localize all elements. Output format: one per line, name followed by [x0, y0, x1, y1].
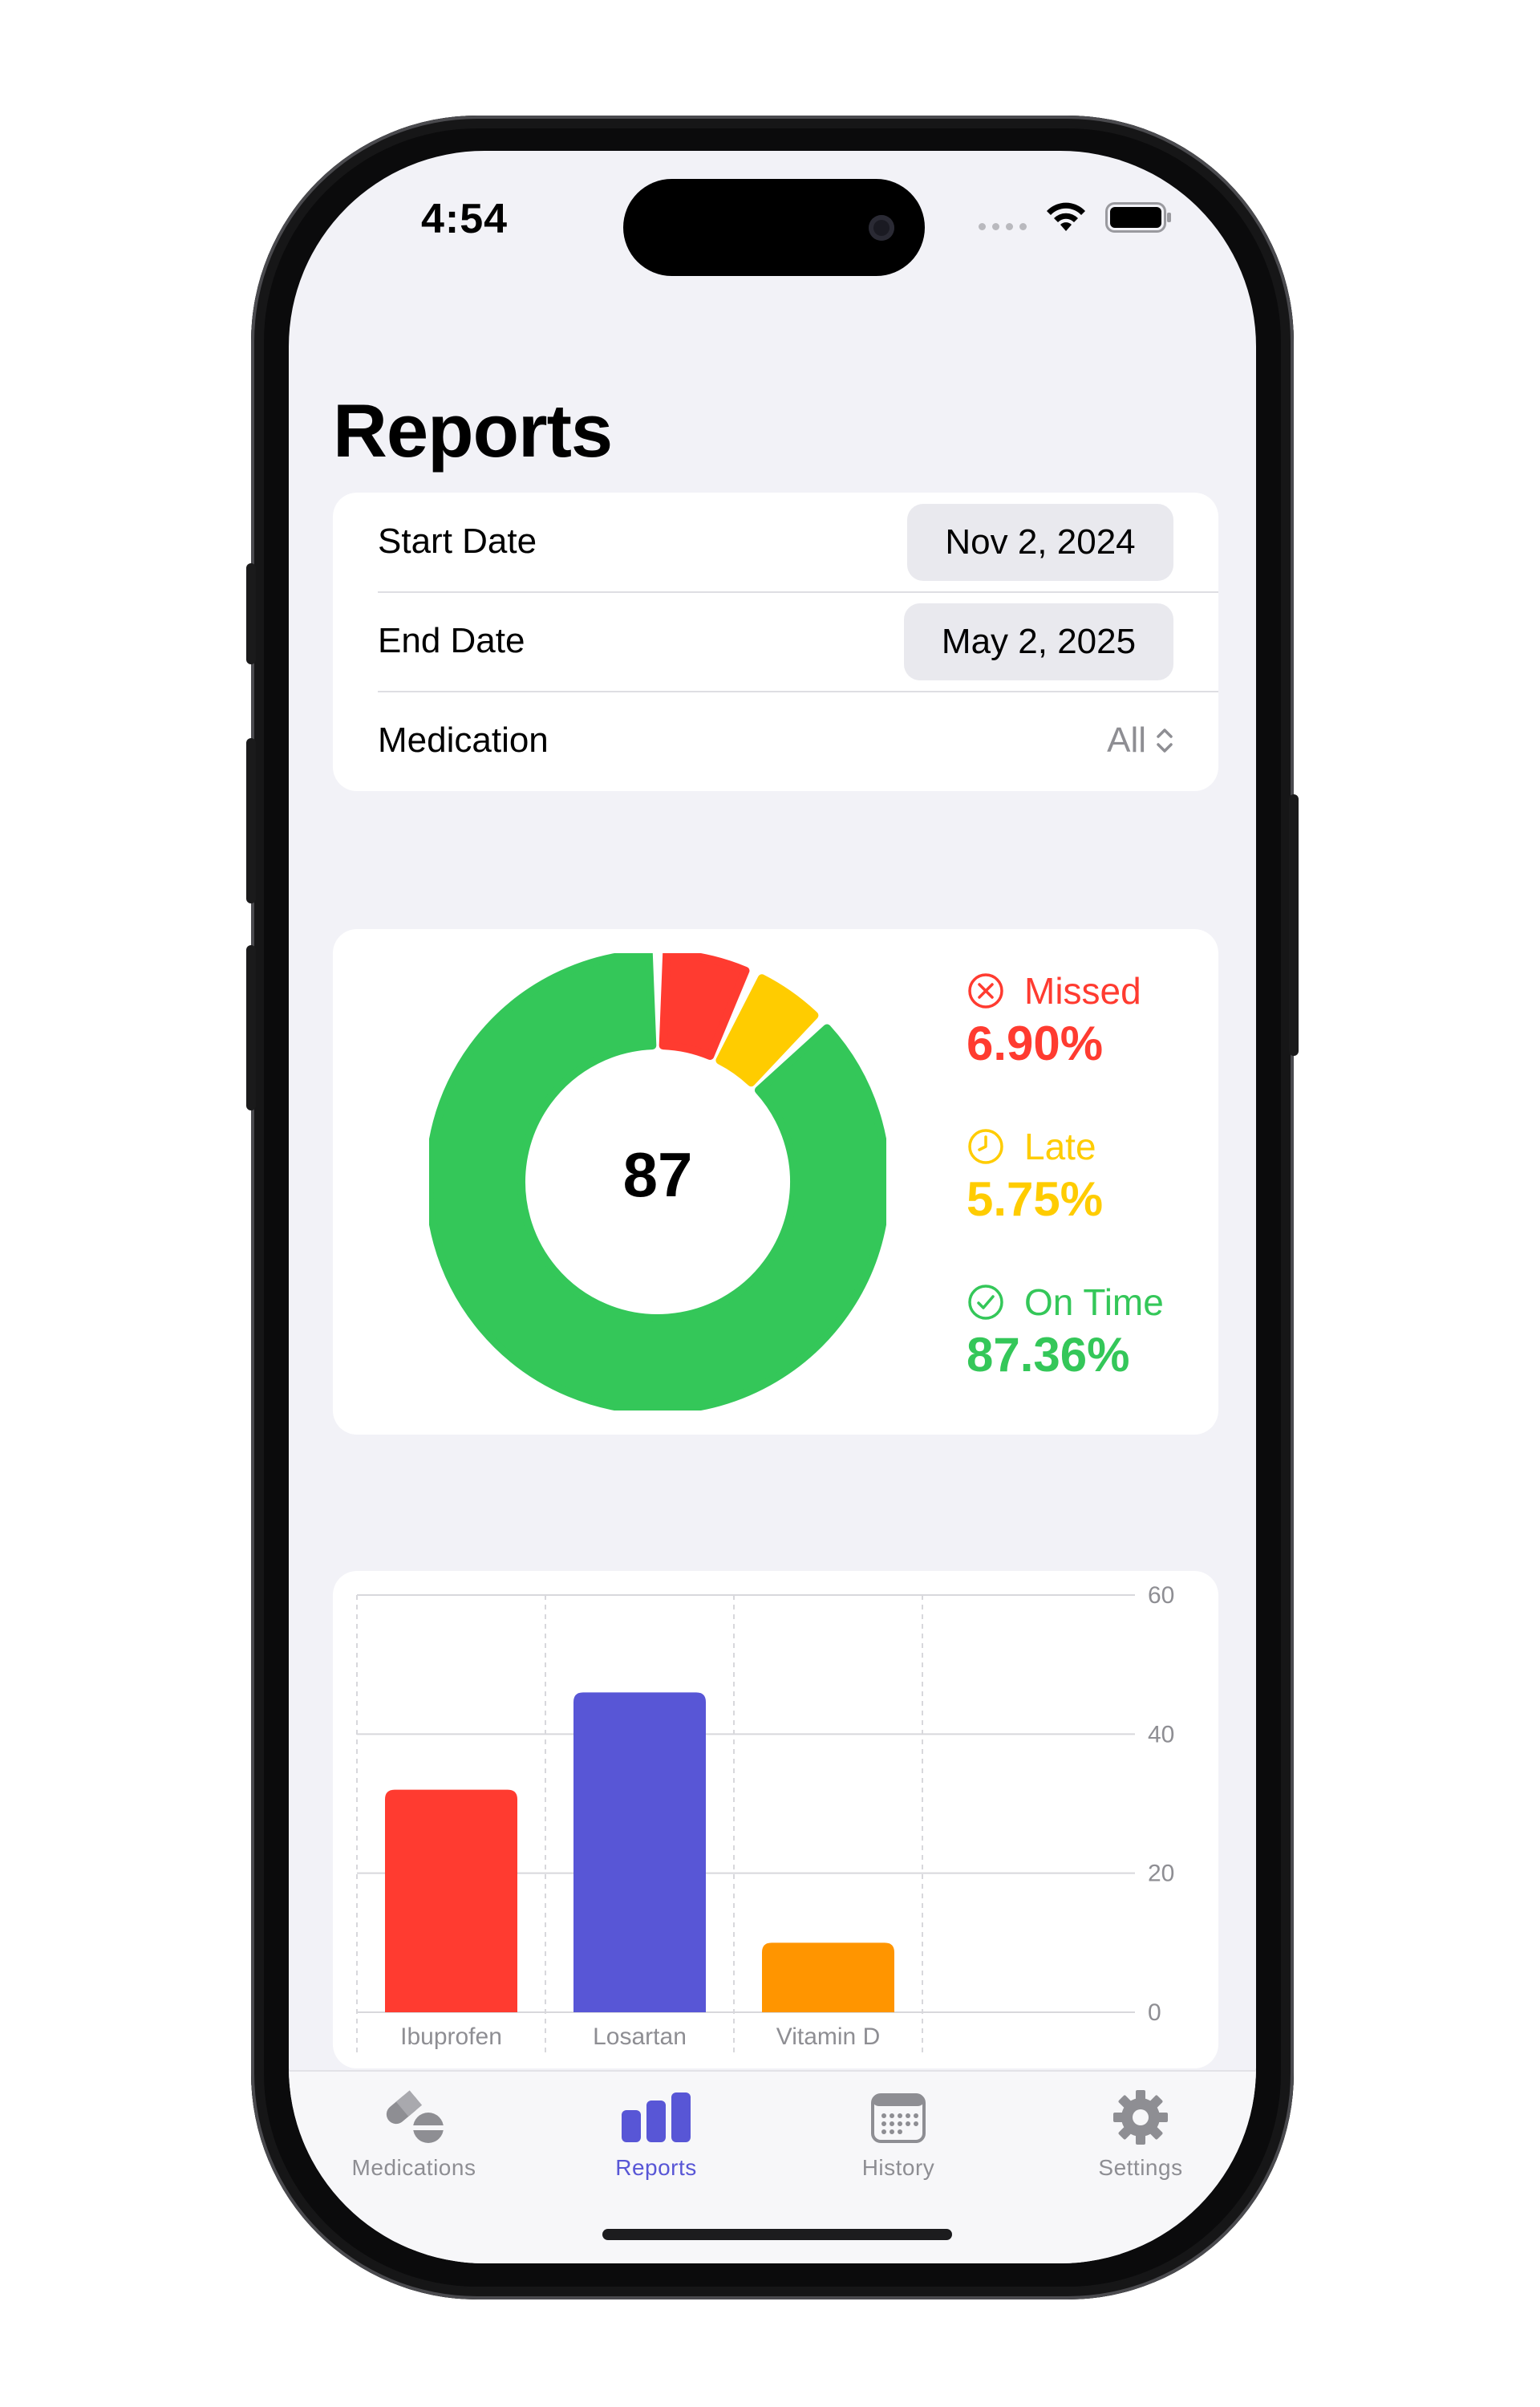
page-title: Reports [333, 388, 613, 473]
y-tick-label: 0 [1148, 1999, 1161, 2026]
chart-bar-icon [622, 2092, 691, 2142]
medication-picker[interactable]: All [1107, 720, 1173, 761]
legend-late-value: 5.75% [967, 1172, 1104, 1226]
bar-ibuprofen [385, 1789, 517, 2012]
legend-missed-label: Missed [1024, 970, 1141, 1012]
legend-late: Late 5.75% [967, 1125, 1103, 1227]
screen: 4:54 Reports Start Date Nov 2, 2024 End … [289, 151, 1256, 2263]
tab-medications-label: Medications [351, 2155, 476, 2180]
tab-medications[interactable]: Medications [318, 2086, 510, 2181]
tab-settings[interactable]: Settings [1044, 2086, 1237, 2181]
filter-card: Start Date Nov 2, 2024 End Date May 2, 2… [333, 493, 1218, 791]
home-indicator[interactable] [602, 2229, 952, 2240]
ingestion-donut-chart [429, 953, 886, 1411]
legend-late-label: Late [1024, 1126, 1096, 1167]
start-date-row: Start Date Nov 2, 2024 [378, 493, 1218, 592]
end-date-row: End Date May 2, 2025 [378, 592, 1218, 692]
tab-reports[interactable]: Reports [560, 2086, 752, 2181]
y-tick-label: 40 [1148, 1721, 1174, 1747]
gear-icon [1113, 2090, 1168, 2145]
bar-losartan [573, 1692, 706, 2012]
volume-down-button [246, 945, 256, 1110]
wifi-icon [1047, 202, 1085, 231]
power-button [1289, 794, 1299, 1056]
x-tick-label: Vitamin D [776, 2023, 881, 2050]
ingestion-status-card: 87 Missed 6.90% Late 5.75% [333, 929, 1218, 1435]
volume-up-button [246, 738, 256, 903]
start-date-label: Start Date [378, 522, 537, 561]
y-tick-label: 20 [1148, 1861, 1174, 1887]
tab-settings-label: Settings [1098, 2155, 1183, 2180]
medication-value: All [1107, 720, 1146, 760]
start-date-picker[interactable]: Nov 2, 2024 [907, 504, 1173, 581]
checkmark-circle-icon [968, 1285, 1003, 1320]
clock-icon [968, 1129, 1003, 1164]
x-tick-label: Ibuprofen [400, 2023, 502, 2050]
calendar-icon [871, 2093, 926, 2143]
battery-icon [1105, 202, 1171, 233]
donut-slice-missed [659, 953, 750, 1061]
legend-ontime-label: On Time [1024, 1281, 1164, 1323]
status-time: 4:54 [421, 196, 509, 242]
x-tick-label: Losartan [593, 2023, 687, 2050]
legend-ontime: On Time 87.36% [967, 1281, 1164, 1382]
divider [378, 691, 1218, 692]
per-medication-chart-card: 0 20 40 60 Ibuprofen Losartan Vitamin D [333, 1571, 1218, 2068]
bar-vitamin-d [762, 1942, 894, 2012]
medication-label: Medication [378, 720, 549, 760]
chevron-up-down-icon [1157, 729, 1173, 753]
legend-missed-value: 6.90% [967, 1017, 1104, 1070]
tab-history[interactable]: History [802, 2086, 995, 2181]
divider [378, 591, 1218, 593]
action-button [246, 563, 256, 664]
tab-reports-label: Reports [615, 2155, 697, 2180]
camera-icon [869, 215, 894, 241]
x-circle-icon [968, 973, 1003, 1009]
legend-missed: Missed 6.90% [967, 969, 1141, 1071]
tab-history-label: History [861, 2155, 935, 2180]
end-date-label: End Date [378, 621, 525, 660]
donut-slice-ontime [429, 953, 886, 1411]
donut-total: 87 [622, 1139, 693, 1210]
end-date-picker[interactable]: May 2, 2025 [904, 603, 1173, 680]
medication-row[interactable]: Medication All [378, 692, 1218, 791]
cellular-signal-icon [979, 223, 1027, 230]
y-tick-label: 60 [1148, 1582, 1174, 1609]
per-medication-bar-chart: 0 20 40 60 Ibuprofen Losartan Vitamin D [356, 1582, 1174, 2052]
pills-icon [386, 2090, 444, 2143]
donut-slice-late [715, 974, 819, 1087]
dynamic-island [623, 179, 925, 276]
legend-ontime-value: 87.36% [967, 1328, 1130, 1382]
